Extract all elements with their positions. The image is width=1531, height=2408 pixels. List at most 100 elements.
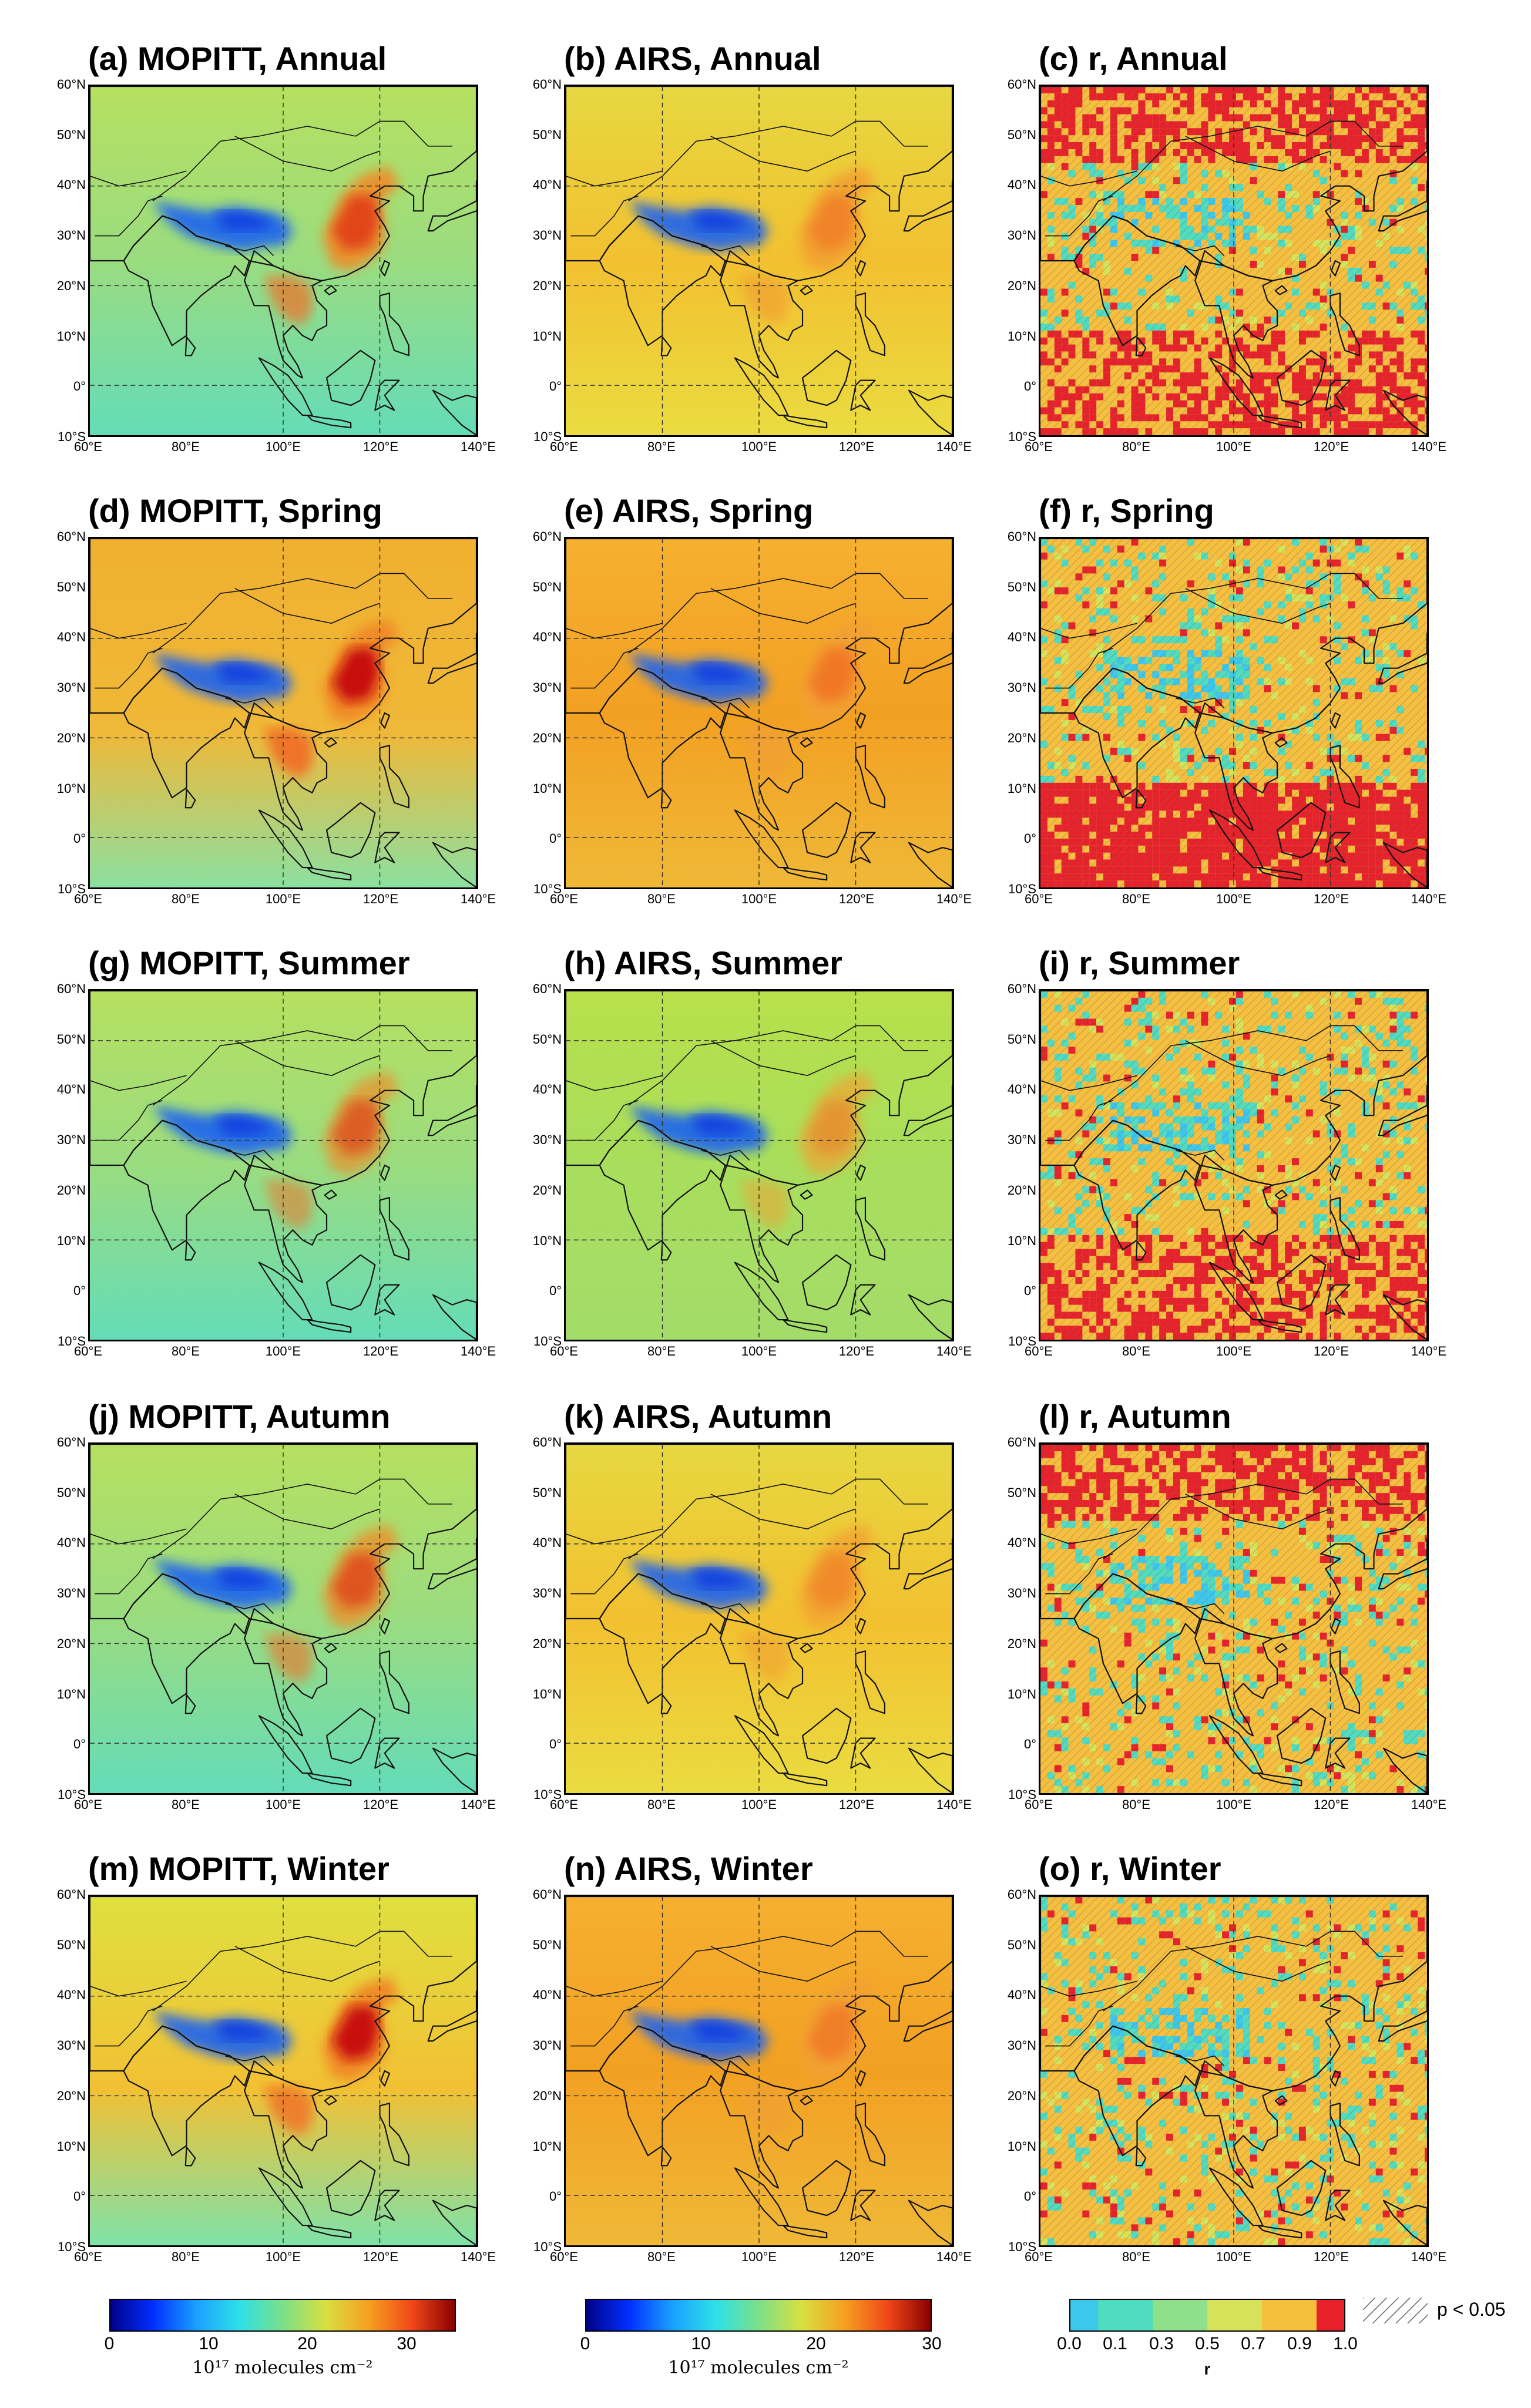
coastline-newGuinea [1382,1294,1427,1340]
latitude-label: 0° [1023,1283,1036,1299]
coastline-japan [903,1538,952,1590]
longitude-label: 140°E [460,1344,496,1358]
coastline-newGuinea [432,1294,476,1340]
coastline-philippines [855,745,885,809]
country-border [90,1980,187,1997]
panel-l: (l) r, Autumn 60°N 50°N 40°N 30°N 20°N 10°N 0° 1… [1008,1393,1446,1828]
biomass-burning-region [740,728,788,778]
longitude-label: 140°E [936,2249,972,2264]
coastline-hainan [1274,1643,1288,1653]
coastline-hainan [800,737,813,748]
coastline-chinaCoast [1040,86,1427,282]
country-border [225,697,274,709]
latitude-label: 30°N [56,1132,86,1148]
latitude-label: 30°N [1007,680,1036,695]
latitude-label: 0° [549,831,562,846]
coastline-hainan [324,285,337,295]
coastline-borneo [801,2160,852,2217]
country-border [90,623,187,639]
coastline-philippines [379,292,409,357]
coastline-taiwan [1331,260,1341,277]
coastline-sriLanka [1135,1240,1147,1261]
latitude-label: 60°N [532,981,562,996]
coastline-japan [427,180,476,232]
coastline-japan [1378,180,1427,232]
country-border [1045,1553,1113,1595]
latitude-label: 10°N [532,1686,562,1701]
coastline-sriLanka [184,1240,196,1261]
longitude-label: 60°E [1025,1344,1053,1358]
panel-title: (n) AIRS, Winter [564,1850,813,1887]
panel-b: (b) AIRS, Annual 60°N 50°N 40°N 30°N 20°N 10°N… [533,35,972,470]
latitude-label: 30°N [532,680,562,695]
country-border [570,2005,639,2047]
latitude-label: 10°S [1008,1334,1036,1348]
biomass-burning-region [740,2086,788,2136]
coastline-sriLanka [1135,336,1147,357]
latitude-label: 0° [73,379,86,394]
latitude-label: 20°N [532,730,562,745]
latitude-label: 50°N [532,1937,562,1952]
latitude-label: 0° [73,2189,86,2204]
map-canvas [90,86,476,435]
coastline-sulawesi [374,832,400,863]
latitude-label: 10°N [532,781,562,796]
coastline-sumatra [258,1262,313,1321]
latitude-label: 40°N [532,177,562,193]
panel-title: (j) MOPITT, Autumn [88,1398,391,1435]
high-co-core [331,648,380,704]
country-border [570,647,639,689]
high-co-core [331,1553,380,1609]
coastline-hainan [1274,285,1288,295]
map-canvas [566,539,952,887]
latitude-label: 40°N [532,1535,562,1551]
country-border [234,136,380,172]
country-border [152,1478,452,1559]
coastline-taiwan [380,2070,391,2087]
coastline-hainan [324,1189,337,1200]
coastline-newGuinea [908,1294,952,1340]
country-border [1040,170,1137,187]
coastline-newGuinea [908,1747,952,1793]
coastline-sulawesi [850,2190,876,2221]
coastline-sulawesi [850,832,876,863]
low-co-core [691,211,750,231]
longitude-label: 60°E [74,2249,102,2264]
coastline-sumatra [258,2167,313,2227]
latitude-label: 0° [1023,1737,1036,1752]
coastline-japan [1378,633,1427,684]
latitude-label: 20°N [532,2088,562,2103]
coastline-sumatra [734,2167,789,2227]
country-border [566,623,663,639]
coastline-chinaCoast [566,1444,952,1640]
country-border [1185,588,1331,624]
coastline-philippines [379,1197,409,1261]
latitude-label: 50°N [1007,1031,1036,1047]
coastline-sumatra [1208,357,1264,416]
longitude-label: 100°E [265,1797,301,1812]
map-j [88,1442,478,1795]
coastline-chinaCoast [90,1896,476,2092]
latitude-label: 50°N [56,127,86,142]
low-co-core [215,1115,274,1136]
country-border [1185,1494,1331,1530]
country-border [570,195,639,237]
longitude-label: 140°E [1411,439,1447,454]
longitude-label: 60°E [550,439,578,454]
map-canvas [1040,539,1427,887]
latitude-label: 30°N [532,1132,562,1148]
map-canvas [1040,1444,1427,1793]
map-f [1039,537,1429,889]
longitude-label: 60°E [74,439,102,454]
longitude-label: 120°E [362,439,399,454]
country-border [225,1149,274,1161]
latitude-label: 0° [73,1737,86,1752]
coastline-sriLanka [184,788,196,809]
latitude-label: 20°N [532,278,562,293]
country-border [710,1040,856,1077]
latitude-label: 60°N [532,1887,562,1902]
coastline-chinaCoast [566,539,952,734]
country-border [95,1553,163,1595]
coastline-sumatra [1208,1715,1264,1774]
country-border [710,588,856,624]
